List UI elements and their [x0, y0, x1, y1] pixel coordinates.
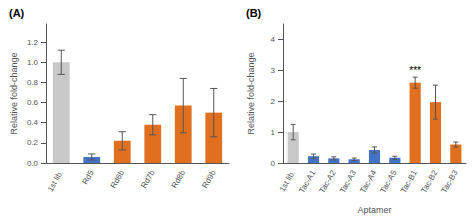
svg-text:Rd6b: Rd6b	[109, 168, 127, 190]
svg-text:1: 1	[271, 128, 276, 137]
svg-text:Tac-B2: Tac-B2	[419, 168, 439, 195]
svg-text:(B): (B)	[246, 7, 262, 19]
svg-text:4: 4	[271, 35, 276, 44]
svg-text:Relative fold-change: Relative fold-change	[9, 52, 19, 134]
svg-text:0.8: 0.8	[27, 78, 39, 87]
svg-text:Aptamer: Aptamer	[357, 205, 391, 215]
svg-text:1.0: 1.0	[27, 58, 39, 67]
svg-text:(A): (A)	[9, 7, 25, 19]
svg-text:Tac-A2: Tac-A2	[318, 168, 338, 195]
svg-text:2: 2	[271, 97, 276, 106]
svg-text:Tac-B3: Tac-B3	[440, 168, 460, 195]
svg-text:1st lib.: 1st lib.	[46, 169, 65, 193]
svg-text:Tac-A4: Tac-A4	[358, 168, 378, 195]
svg-text:Tac-A3: Tac-A3	[338, 168, 358, 195]
svg-text:Rd9b: Rd9b	[200, 168, 218, 190]
svg-text:0.4: 0.4	[27, 118, 39, 127]
svg-text:1st lib.: 1st lib.	[278, 169, 297, 193]
svg-text:Rd8b: Rd8b	[170, 168, 188, 190]
svg-text:0.6: 0.6	[27, 98, 39, 107]
svg-text:0.2: 0.2	[27, 138, 39, 147]
svg-text:Rd5: Rd5	[81, 168, 96, 186]
svg-text:Tac-B1: Tac-B1	[399, 168, 419, 195]
svg-text:Rd7b: Rd7b	[139, 168, 157, 190]
svg-text:1.2: 1.2	[27, 38, 39, 47]
svg-text:Tac-A1: Tac-A1	[297, 168, 317, 195]
svg-text:0: 0	[271, 159, 276, 168]
svg-text:3: 3	[271, 66, 276, 75]
svg-text:Tac-A5: Tac-A5	[379, 168, 399, 195]
svg-text:***: ***	[409, 65, 421, 76]
svg-text:Relative fold-change: Relative fold-change	[246, 52, 256, 134]
svg-text:0.0: 0.0	[27, 159, 39, 168]
